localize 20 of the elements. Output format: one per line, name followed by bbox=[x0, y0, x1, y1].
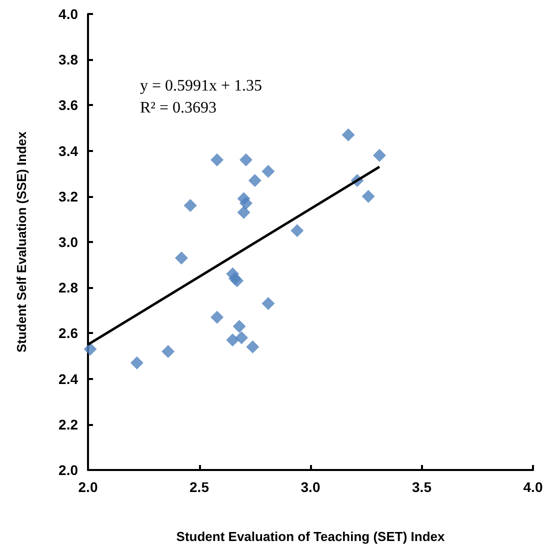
y-tick-label: 3.8 bbox=[58, 52, 78, 68]
x-tick-label: 4.0 bbox=[523, 479, 543, 495]
y-tick-label: 2.0 bbox=[58, 462, 78, 478]
y-tick-label: 3.4 bbox=[58, 142, 78, 159]
x-tick-label: 2.0 bbox=[78, 479, 98, 495]
y-tick-label: 3.0 bbox=[58, 234, 78, 250]
y-tick-label: 2.4 bbox=[58, 370, 78, 387]
x-tick-label: 3.5 bbox=[412, 479, 432, 495]
annotation: R² = 0.3693 bbox=[140, 100, 216, 116]
y-axis-title: Student Self Evaluation (SSE) Index bbox=[14, 130, 29, 353]
y-tick-label: 3.2 bbox=[58, 188, 78, 204]
x-tick-label: 3.0 bbox=[300, 479, 320, 495]
x-tick-label: 2.5 bbox=[190, 479, 210, 495]
y-tick-label: 4.0 bbox=[58, 6, 78, 22]
annotation: y = 0.5991x + 1.35 bbox=[140, 78, 262, 94]
x-axis-title: Student Evaluation of Teaching (SET) Index bbox=[176, 529, 446, 544]
y-tick-label: 2.2 bbox=[58, 416, 78, 432]
y-tick-label: 3.6 bbox=[58, 97, 78, 114]
y-tick-label: 2.6 bbox=[58, 325, 78, 342]
y-tick-label: 2.8 bbox=[58, 280, 78, 296]
